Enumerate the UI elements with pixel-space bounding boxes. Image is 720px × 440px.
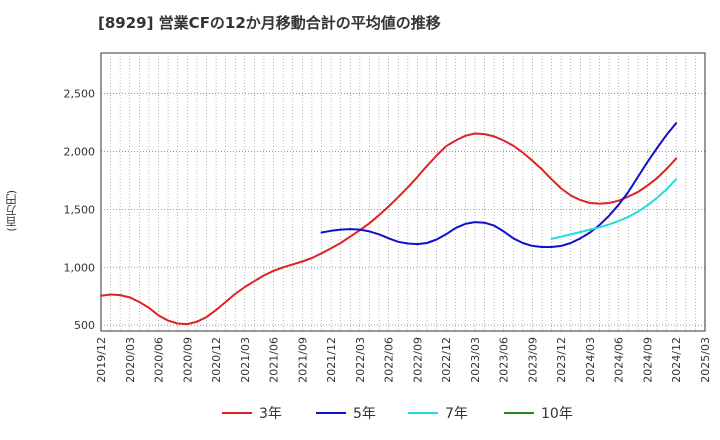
x-tick-label: 2020/03 — [124, 337, 137, 383]
x-tick-label: 2022/06 — [383, 337, 396, 383]
x-tick-label: 2021/09 — [296, 337, 309, 383]
x-tick-label: 2022/09 — [411, 337, 424, 383]
x-tick-label: 2020/12 — [210, 337, 223, 383]
x-tick-label: 2021/03 — [239, 337, 252, 383]
x-tick-label: 2024/09 — [641, 337, 654, 383]
x-tick-label: 2024/03 — [584, 337, 597, 383]
legend-label-1: 5年 — [353, 406, 376, 422]
x-tick-label: 2019/12 — [95, 337, 108, 383]
legend-label-3: 10年 — [541, 406, 573, 422]
legend-label-0: 3年 — [259, 406, 282, 422]
x-tick-label: 2023/09 — [526, 337, 539, 383]
x-tick-label: 2025/03 — [699, 337, 712, 383]
legend-label-2: 7年 — [445, 406, 468, 422]
plot-area-frame — [100, 52, 706, 332]
y-tick-label: 1,000 — [64, 261, 96, 274]
x-tick-label: 2023/03 — [469, 337, 482, 383]
series-line-2 — [550, 178, 678, 240]
x-tick-label: 2022/12 — [440, 337, 453, 383]
x-tick-label: 2021/12 — [325, 337, 338, 383]
x-tick-label: 2020/09 — [181, 337, 194, 383]
y-tick-label: 500 — [74, 319, 95, 332]
x-tick-label: 2024/12 — [670, 337, 683, 383]
y-tick-label: 2,000 — [64, 145, 96, 158]
x-tick-label: 2023/12 — [555, 337, 568, 383]
x-tick-label: 2021/06 — [268, 337, 281, 383]
x-tick-label: 2020/06 — [153, 337, 166, 383]
y-tick-label: 1,500 — [64, 203, 96, 216]
x-tick-label: 2023/06 — [498, 337, 511, 383]
series-line-1 — [320, 122, 678, 248]
chart-title: [8929] 営業CFの12か月移動合計の平均値の推移 — [98, 14, 441, 32]
x-tick-label: 2024/06 — [613, 337, 626, 383]
x-tick-label: 2022/03 — [354, 337, 367, 383]
series-line-0 — [100, 132, 678, 326]
y-tick-label: 2,500 — [64, 88, 96, 101]
